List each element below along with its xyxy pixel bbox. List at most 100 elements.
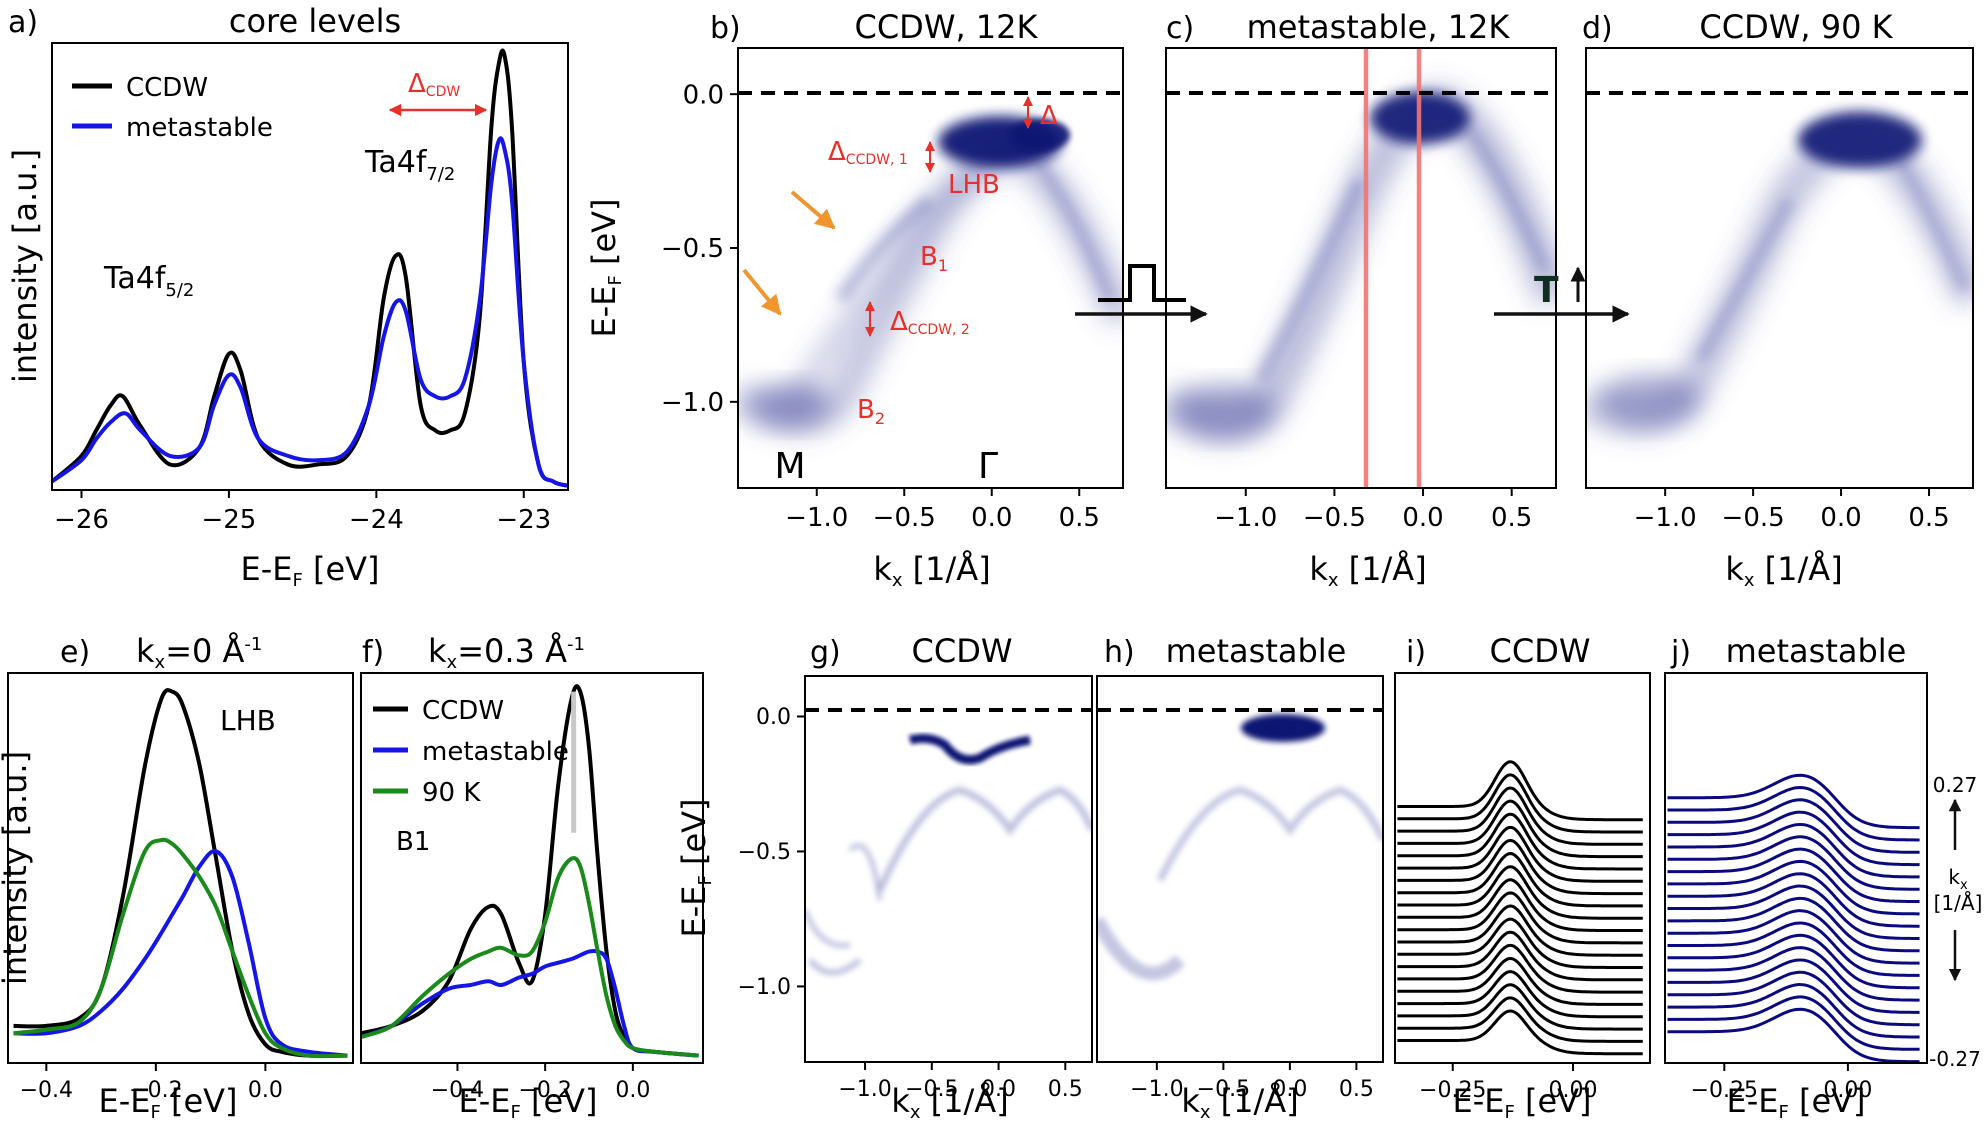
panel-e: −0.4 −0.2 0.0 e) kx=0 Å-1 intensity [a.u.]… [0,632,354,1123]
x-tick-label: −0.5 [1722,503,1785,533]
kx-range-bottom: -0.27 [1929,1047,1981,1071]
f-legend-label-90k: 90 K [422,778,481,808]
ta4f72-label: Ta4f7/2 [364,145,455,185]
x-tick-label: −23 [496,505,551,535]
edc-curve [1667,859,1920,916]
panel-d-heatmap [1586,112,1973,437]
panel-b-letter: b) [710,11,741,46]
edc-curve [1397,825,1643,883]
panel-i-frame [1394,672,1651,1064]
kx-range-unit: [1/Å] [1934,891,1983,915]
panel-f-title: kx=0.3 Å-1 [428,632,585,673]
edc-curve [1397,970,1643,1019]
x-tick-label: 0.5 [1491,503,1532,533]
panel-i-letter: i) [1406,635,1426,670]
x-tick-label: −0.5 [905,1077,958,1102]
panel-a-series [50,48,569,488]
edc-curve [1667,983,1920,1039]
x-tick-label: −26 [54,505,109,535]
panel-a-title: core levels [229,2,401,40]
panel-i-title: CCDW [1490,632,1591,670]
panel-d-xlabel: kx [1/Å] [1725,550,1842,591]
panel-g: −1.0 −0.5 0.0 0.5 0.0 −0.5 −1.0 g) CCDW E-EF [… [675,632,1093,1123]
edc-curve [1397,812,1643,871]
edc-curve [1397,891,1643,945]
x-tick-label: 0.0 [248,1078,283,1103]
panel-h-xlabel: kx [1/Å] [1181,1082,1298,1123]
x-tick-label: 0.5 [1908,503,1949,533]
y-tick-label: 0.0 [683,80,724,110]
x-tick-label: 0.0 [1272,1077,1307,1102]
legend-label-metastable: metastable [126,113,273,143]
x-tick-label: −1.0 [1214,503,1277,533]
edc-curve [1397,956,1643,1006]
edc-curve [1667,958,1920,1014]
orange-arrow-1 [790,190,836,230]
panel-i-xlabel: E-EF [eV] [1452,1082,1591,1123]
kx-range-label: kx [1948,865,1968,893]
edc-curve [1667,773,1920,830]
panel-e-ylabel: intensity [a.u.] [0,751,34,985]
x-tick-label: −0.25 [1419,1078,1486,1103]
x-tick-label: 0.00 [1823,1078,1872,1103]
panel-c-heatmap [1166,84,1556,445]
edc-curve [1667,847,1920,903]
edc-curve [1667,970,1920,1027]
panel-b-heatmap [738,116,1123,436]
pulse-arrow [1075,264,1208,323]
panel-j-xticks: −0.25 0.00 [1691,1063,1872,1103]
x-tick-label: −1.0 [838,1077,891,1102]
panel-f-letter: f) [362,635,384,670]
edc-curve [1667,798,1920,854]
panel-d-letter: d) [1582,11,1613,46]
panel-b-frame [737,47,1124,489]
edc-curve [1397,760,1643,822]
panel-h: −1.0 −0.5 0.0 0.5 h) metastable kx [1/Å] [1096,632,1384,1123]
series-line-metastable [360,948,699,1058]
panel-e-lhb-label: LHB [220,704,276,737]
panel-j-xlabel: E-EF [eV] [1726,1082,1865,1123]
panel-j-edc-stack [1667,773,1920,1064]
series-line-ccdw [360,684,699,1058]
panel-a-xlabel: E-EF [eV] [240,550,379,591]
edc-curve [1667,884,1920,940]
edc-curve [1397,930,1643,982]
x-tick-label: 0.5 [1048,1077,1083,1102]
series-line-metastable [13,849,348,1058]
b2-label: B2 [857,395,885,428]
edc-curve [1667,872,1920,928]
edc-curve [1397,852,1643,908]
edc-curve [1667,909,1920,965]
panel-d: −1.0 −0.5 0.0 0.5 d) CCDW, 90 K kx [1/Å] [1582,8,1974,591]
panel-a-ylabel: intensity [a.u.] [6,149,44,383]
edc-curve [1397,799,1643,859]
edc-curve [1667,810,1920,867]
ta4f52-label: Ta4f5/2 [103,261,194,301]
panel-b-ylabel: E-EF [eV] [585,198,626,337]
panel-j: −0.25 0.00 j) metastable E-EF [eV] 0.27 k… [1664,632,1983,1123]
panel-g-heatmap [805,733,1092,976]
f-legend-label-metastable: metastable [422,737,569,767]
x-tick-label: −24 [349,505,404,535]
panel-h-heatmap [1097,714,1383,981]
delta-label: Δ [1040,101,1058,131]
series-line-ccdw [13,688,348,1058]
x-tick-label: −0.4 [20,1078,73,1103]
panel-j-title: metastable [1726,632,1907,670]
x-tick-label: −25 [201,505,256,535]
panel-j-frame [1664,672,1928,1064]
edc-curve [1667,933,1920,990]
x-tick-label: 0.5 [1059,503,1100,533]
x-tick-label: 0.0 [1820,503,1861,533]
edc-curve [1397,1009,1643,1056]
edc-curve [1667,1007,1920,1064]
edc-curve [1397,773,1643,834]
panel-g-title: CCDW [912,632,1013,670]
panel-a: −26 −25 −24 −23 a) core levels intensity [a… [6,2,569,591]
edc-curve [1397,917,1643,969]
panel-a-letter: a) [8,5,38,40]
panel-c-letter: c) [1166,11,1194,46]
panel-e-xticks: −0.4 −0.2 0.0 [20,1063,283,1103]
delta-ccdw2-label: ΔCCDW, 2 [890,307,970,338]
